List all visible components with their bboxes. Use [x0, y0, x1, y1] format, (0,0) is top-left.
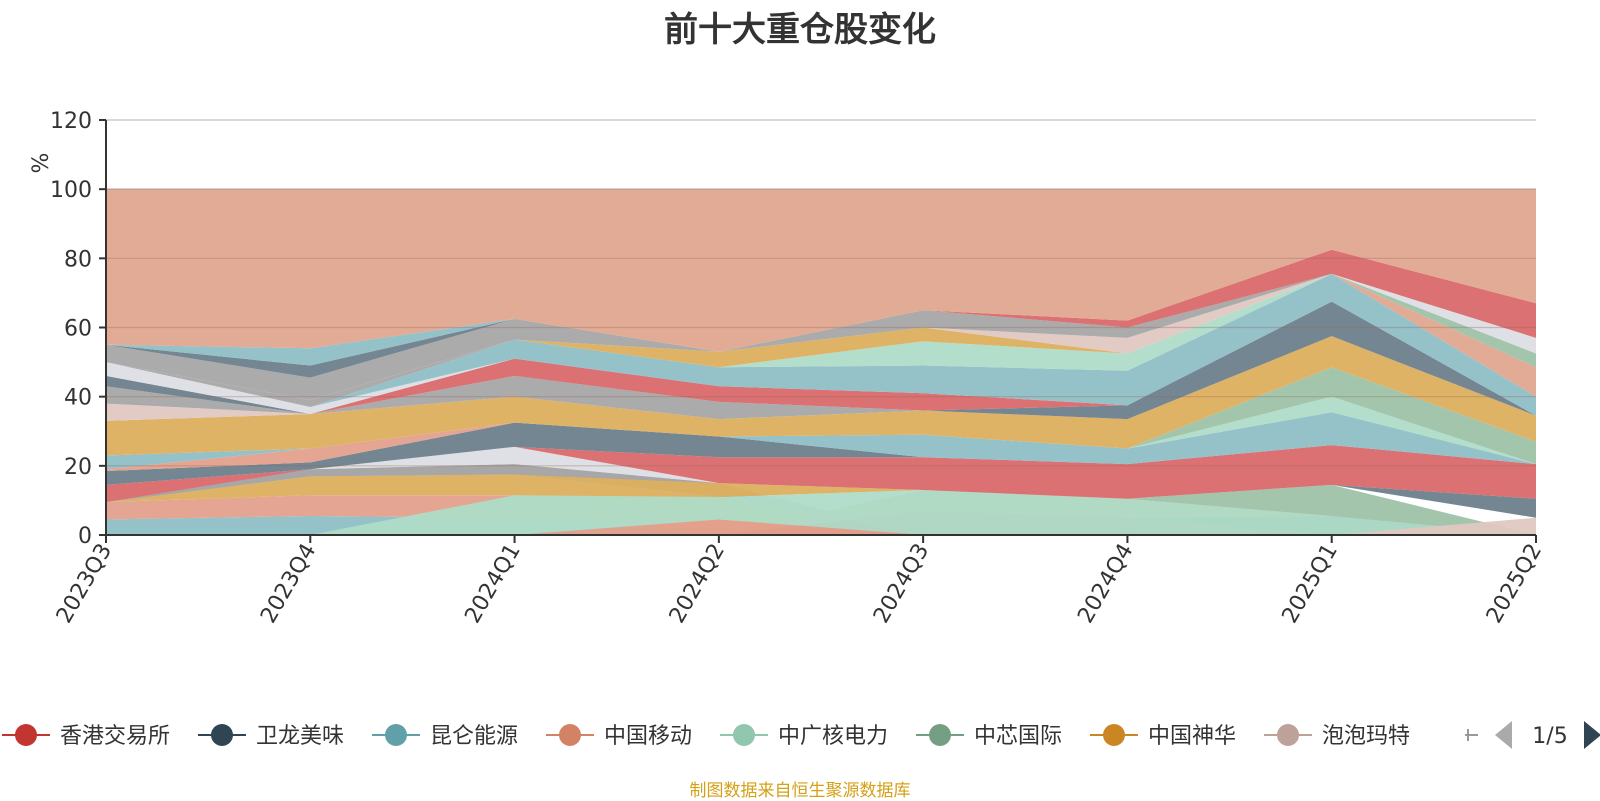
y-tick-label: 60	[64, 317, 92, 342]
area-band	[106, 474, 1536, 535]
area-band	[106, 189, 1536, 352]
area-band	[106, 412, 1536, 470]
area-band	[106, 484, 1536, 535]
area-band	[106, 336, 1536, 421]
area-band	[106, 336, 1536, 456]
area-band	[106, 445, 1536, 503]
legend-pager: 1/5	[1495, 721, 1600, 749]
x-tick-label: 2025Q1	[1278, 540, 1343, 628]
x-tick-label: 2023Q3	[52, 540, 117, 628]
legend-label: 中国移动	[604, 724, 692, 749]
legend-label: 中芯国际	[974, 724, 1062, 749]
legend-item[interactable]: 中国移动	[546, 724, 692, 749]
area-band	[106, 301, 1536, 416]
y-tick-label: 20	[64, 455, 92, 480]
legend-item[interactable]: 昆仑能源	[372, 724, 518, 749]
legend-item[interactable]: 中广核电力	[720, 724, 888, 749]
y-axis-unit-label: %	[29, 153, 54, 174]
area-band	[106, 273, 1536, 378]
legend-marker	[211, 724, 233, 746]
legend-marker	[385, 724, 407, 746]
y-tick-label: 40	[64, 386, 92, 411]
area-band	[106, 446, 1536, 503]
legend-marker	[1277, 724, 1299, 746]
legend-marker	[929, 724, 951, 746]
legend-item[interactable]: 香港交易所	[2, 724, 170, 749]
y-tick-label: 0	[78, 524, 92, 549]
area-band	[106, 336, 1536, 420]
x-tick-label: 2024Q2	[665, 540, 730, 628]
legend-page-indicator: 1/5	[1532, 724, 1567, 749]
x-tick-label: 2024Q3	[869, 540, 934, 628]
legend-label: 昆仑能源	[430, 724, 518, 749]
area-band	[106, 474, 1536, 503]
area-band	[106, 273, 1536, 401]
area-band	[106, 273, 1536, 416]
area-band	[106, 273, 1536, 366]
legend: 香港交易所 卫龙美味 昆仑能源 中国移动 中广核电力 中芯国际 中国神华 泡泡玛特	[2, 724, 1478, 749]
area-band	[106, 422, 1536, 485]
chart-title: 前十大重仓股变化	[664, 10, 936, 50]
y-tick-label: 120	[50, 109, 92, 134]
y-tick-label: 80	[64, 247, 92, 272]
legend-label: 中广核电力	[778, 724, 888, 749]
x-tick-label: 2024Q1	[460, 540, 525, 628]
legend-marker	[733, 724, 755, 746]
legend-marker	[559, 724, 581, 746]
next-page-icon[interactable]	[1584, 721, 1600, 749]
legend-item[interactable]: 泡泡玛特	[1264, 724, 1410, 749]
stacked-areas	[106, 188, 1536, 535]
area-band	[106, 464, 1536, 503]
legend-label: 香港交易所	[60, 724, 170, 749]
x-tick-label: 2023Q4	[256, 540, 321, 628]
legend-marker	[15, 724, 37, 746]
x-tick-label: 2025Q2	[1482, 540, 1547, 628]
area-band	[106, 490, 1536, 535]
x-tick-label: 2024Q4	[1073, 540, 1138, 628]
legend-marker	[1103, 724, 1125, 746]
legend-label: 卫龙美味	[256, 724, 344, 749]
legend-item[interactable]: 卫龙美味	[198, 724, 344, 749]
area-band	[106, 484, 1536, 535]
area-band	[106, 301, 1536, 420]
area-band	[106, 517, 1536, 535]
legend-label: 中国神华	[1148, 724, 1236, 749]
legend-label: 泡泡玛特	[1322, 724, 1410, 749]
area-band	[106, 367, 1536, 465]
legend-item[interactable]: 中国神华	[1090, 724, 1236, 749]
source-note: 制图数据来自恒生聚源数据库	[689, 781, 911, 801]
y-tick-label: 100	[50, 178, 92, 203]
prev-page-icon[interactable]	[1495, 721, 1512, 749]
legend-item[interactable]: 中芯国际	[916, 724, 1062, 749]
